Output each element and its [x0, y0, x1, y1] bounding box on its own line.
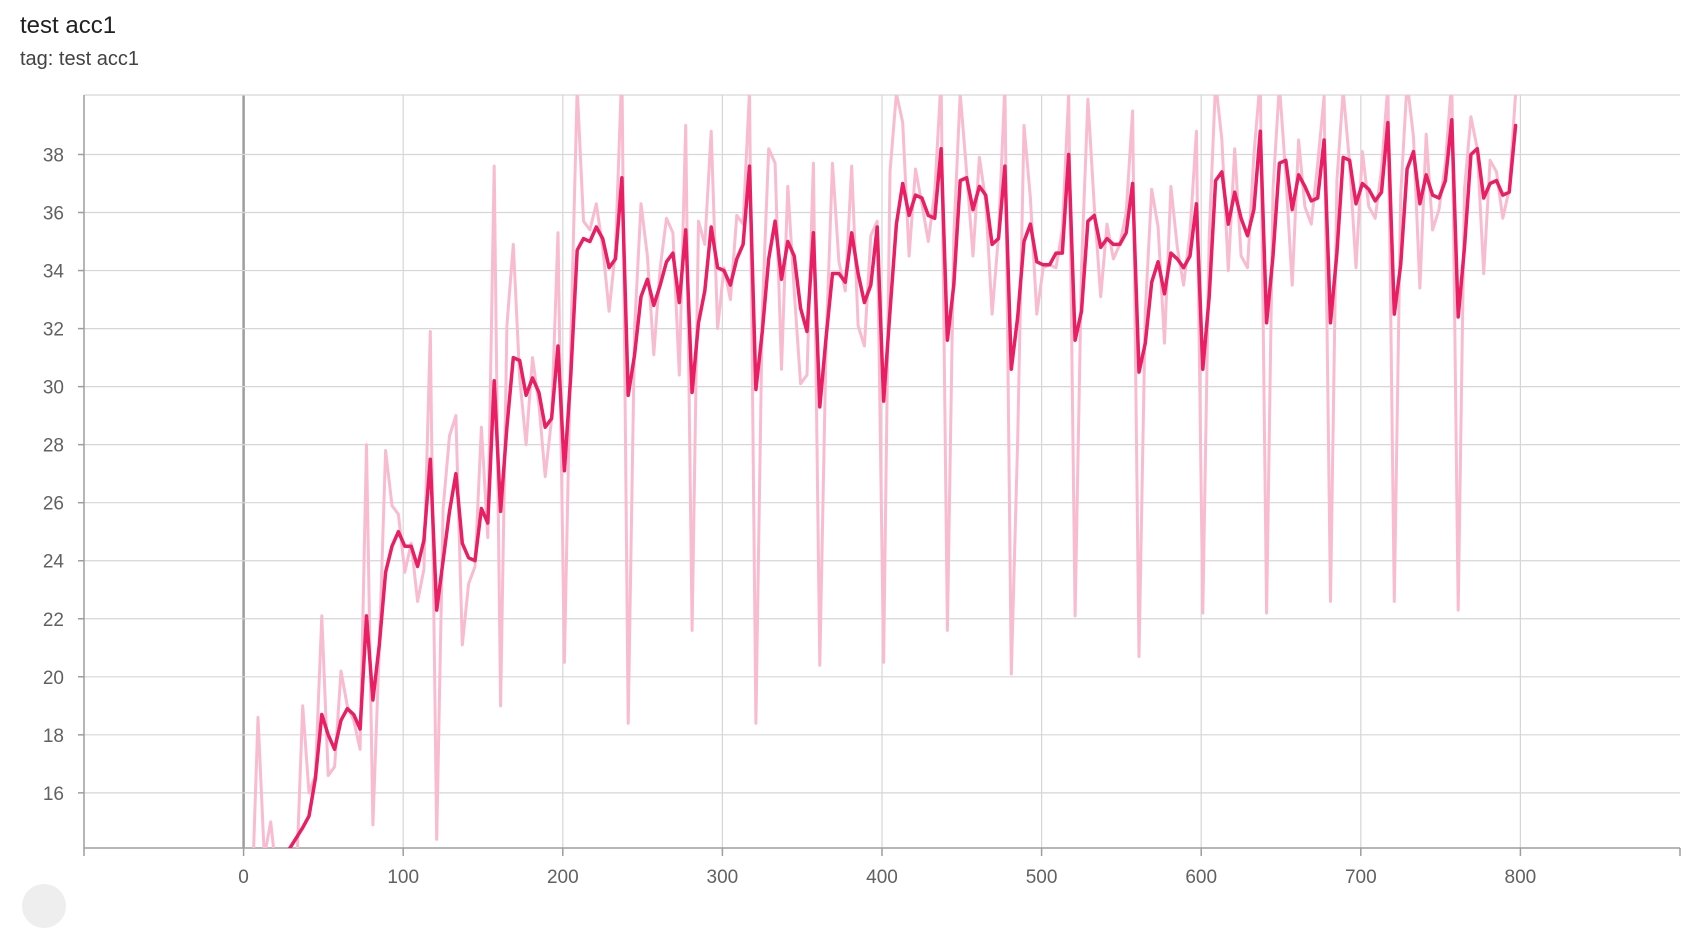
- x-tick-label: 200: [547, 867, 579, 888]
- raw-series: [252, 95, 1518, 848]
- y-tick-label: 24: [43, 552, 65, 573]
- axes: [78, 95, 1681, 856]
- x-tick-label: 600: [1185, 867, 1217, 888]
- x-tick-label: 800: [1505, 867, 1537, 888]
- y-tick-label: 18: [43, 726, 64, 747]
- x-tick-label: 100: [387, 867, 419, 888]
- x-tick-label: 300: [707, 867, 739, 888]
- y-tick-label: 28: [43, 436, 64, 457]
- tick-labels: 0 100 200 300 400 500 600 700 800 16 18 20 22 24 26 28 3…: [43, 145, 1536, 888]
- raw-line: [252, 95, 1518, 848]
- line-chart: 0 100 200 300 400 500 600 700 800 16 18 20 22 24 26 28 3…: [43, 94, 1681, 888]
- y-tick-label: 26: [43, 494, 64, 515]
- y-tick-label: 30: [43, 378, 64, 399]
- y-tick-label: 22: [43, 610, 64, 631]
- x-tick-label: 500: [1026, 867, 1058, 888]
- smoothed-line: [287, 117, 1518, 848]
- y-tick-label: 16: [43, 784, 64, 805]
- x-tick-label: 700: [1345, 867, 1377, 888]
- y-tick-label: 34: [43, 262, 65, 283]
- x-tick-label: 0: [238, 867, 249, 888]
- y-tick-label: 36: [43, 204, 64, 225]
- smoothed-series: [287, 117, 1518, 848]
- chart-title: test acc1: [20, 12, 117, 39]
- expand-button[interactable]: [22, 884, 66, 928]
- y-tick-label: 32: [43, 320, 64, 341]
- y-tick-label: 20: [43, 668, 64, 689]
- chart-subtitle: tag: test acc1: [20, 48, 139, 70]
- x-tick-label: 400: [866, 867, 898, 888]
- y-tick-label: 38: [43, 145, 64, 166]
